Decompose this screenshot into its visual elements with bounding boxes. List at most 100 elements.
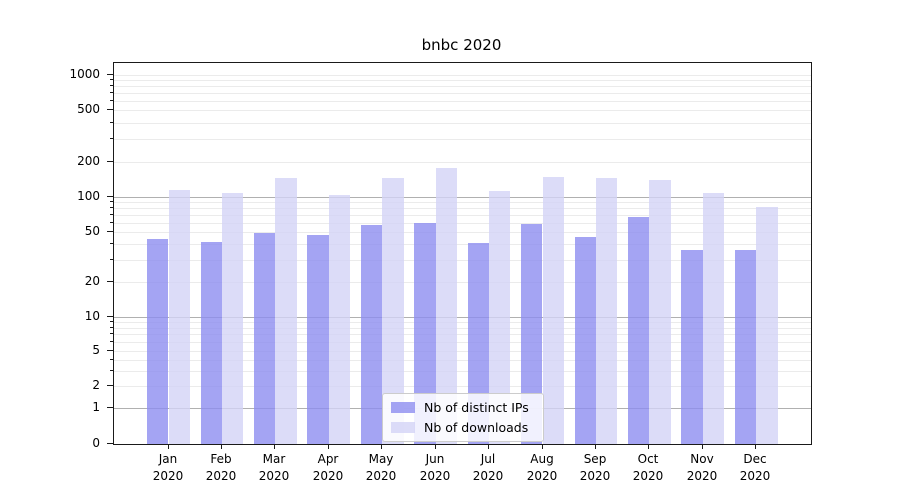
- bar-downloads-nov: [702, 193, 725, 444]
- y-axis-minor-tick: [110, 222, 113, 223]
- y-axis-tick: [107, 109, 113, 110]
- y-axis-minor-tick: [110, 207, 113, 208]
- gridline-minor: [114, 215, 811, 216]
- y-axis-minor-tick: [110, 201, 113, 202]
- bar-distinct-ips-mar: [254, 233, 276, 444]
- x-axis-tick: [755, 444, 756, 449]
- y-axis-minor-tick: [110, 243, 113, 244]
- legend-swatch-distinct-ips: [391, 402, 415, 413]
- y-tick-label: 500: [77, 102, 100, 116]
- y-tick-label: 50: [84, 224, 100, 238]
- gridline-minor: [114, 232, 811, 233]
- bar-distinct-ips-apr: [307, 235, 329, 444]
- y-axis-minor-tick: [110, 85, 113, 86]
- bar-downloads-aug: [542, 176, 564, 444]
- bar-downloads-feb: [221, 192, 244, 444]
- y-axis-minor-tick: [110, 138, 113, 139]
- gridline-minor: [114, 282, 811, 283]
- y-axis-tick: [107, 407, 113, 408]
- x-axis-tick: [702, 444, 703, 449]
- gridline-minor: [114, 342, 811, 343]
- gridline-minor: [114, 360, 811, 361]
- x-tick-label-aug: Aug 2020: [526, 452, 558, 483]
- legend-label: Nb of distinct IPs: [424, 400, 529, 415]
- y-axis-minor-tick: [110, 359, 113, 360]
- x-axis-tick: [595, 444, 596, 449]
- x-axis-tick: [542, 444, 543, 449]
- bar-downloads-mar: [275, 177, 297, 444]
- legend-item: Nb of downloads: [391, 420, 533, 435]
- y-axis-minor-tick: [110, 370, 113, 371]
- bar-distinct-ips-nov: [681, 249, 703, 444]
- y-axis-minor-tick: [110, 214, 113, 215]
- legend-label: Nb of downloads: [424, 420, 529, 435]
- bar-distinct-ips-sep: [574, 236, 596, 444]
- gridline-minor: [114, 351, 811, 352]
- gridline-minor: [114, 139, 811, 140]
- x-tick-label-oct: Oct 2020: [632, 452, 664, 483]
- x-tick-label-feb: Feb 2020: [205, 452, 237, 483]
- x-axis-tick: [221, 444, 222, 449]
- y-axis-tick: [107, 74, 113, 75]
- bar-distinct-ips-jun: [414, 222, 436, 444]
- x-axis-tick: [648, 444, 649, 449]
- y-axis-tick: [107, 316, 113, 317]
- gridline-minor: [114, 162, 811, 163]
- bar-downloads-may: [382, 177, 404, 444]
- bar-downloads-jun: [435, 167, 457, 444]
- bar-distinct-ips-may: [360, 225, 383, 444]
- y-axis-minor-tick: [110, 92, 113, 93]
- gridline-minor: [114, 328, 811, 329]
- bar-distinct-ips-aug: [521, 223, 543, 444]
- y-axis-minor-tick: [110, 333, 113, 334]
- gridline-minor: [114, 80, 811, 81]
- x-tick-label-dec: Dec 2020: [739, 452, 771, 483]
- y-tick-label: 200: [77, 154, 100, 168]
- bar-distinct-ips-feb: [200, 241, 222, 444]
- legend-swatch-downloads: [391, 422, 415, 433]
- x-axis-tick: [274, 444, 275, 449]
- gridline-minor: [114, 322, 811, 323]
- y-axis-tick: [107, 350, 113, 351]
- bar-distinct-ips-jan: [147, 239, 169, 444]
- y-tick-label: 2: [92, 378, 100, 392]
- bar-distinct-ips-oct: [628, 217, 650, 444]
- gridline-minor: [114, 371, 811, 372]
- y-axis-tick: [107, 443, 113, 444]
- gridline-minor: [114, 101, 811, 102]
- y-tick-label: 20: [84, 274, 100, 288]
- gridline-minor: [114, 86, 811, 87]
- plot-area: Nb of distinct IPs Nb of downloads: [113, 62, 812, 445]
- legend-item: Nb of distinct IPs: [391, 400, 533, 415]
- bar-downloads-oct: [649, 180, 671, 444]
- y-axis-minor-tick: [110, 341, 113, 342]
- y-axis-minor-tick: [110, 122, 113, 123]
- y-tick-label: 5: [92, 343, 100, 357]
- y-axis-tick: [107, 196, 113, 197]
- y-axis-minor-tick: [110, 327, 113, 328]
- x-tick-label-may: May 2020: [365, 452, 397, 483]
- bar-downloads-jul: [489, 190, 511, 444]
- y-tick-label: 100: [77, 189, 100, 203]
- gridline-minor: [114, 202, 811, 203]
- y-axis-tick: [107, 231, 113, 232]
- bar-downloads-apr: [328, 194, 351, 444]
- gridline-minor: [114, 260, 811, 261]
- gridline-minor: [114, 386, 811, 387]
- x-axis-tick: [435, 444, 436, 449]
- y-axis-tick: [107, 385, 113, 386]
- x-axis-tick: [168, 444, 169, 449]
- chart-title: bnbc 2020: [421, 36, 502, 54]
- bar-downloads-dec: [756, 207, 778, 444]
- bar-downloads-jan: [168, 189, 190, 444]
- gridline-minor: [114, 223, 811, 224]
- gridline-minor: [114, 244, 811, 245]
- x-axis-tick: [381, 444, 382, 449]
- gridline-minor: [114, 75, 811, 76]
- x-tick-label-nov: Nov 2020: [686, 452, 718, 483]
- y-axis-minor-tick: [110, 100, 113, 101]
- gridline-major: [114, 317, 811, 318]
- y-tick-label: 0: [92, 436, 100, 450]
- y-tick-label: 10: [84, 309, 100, 323]
